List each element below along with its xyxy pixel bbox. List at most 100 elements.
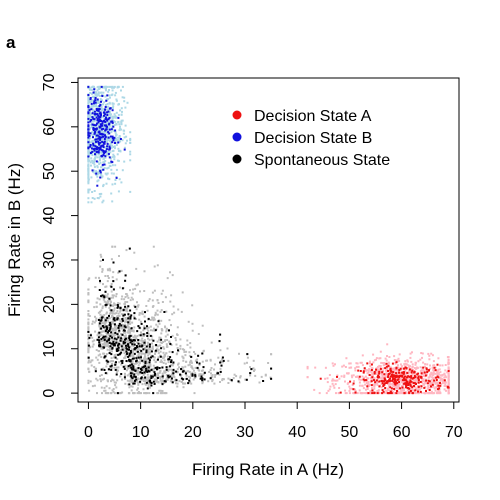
data-point	[94, 370, 97, 373]
data-point-light	[117, 312, 120, 315]
data-point	[378, 372, 381, 375]
data-point-light	[342, 364, 345, 367]
data-point-light	[117, 121, 120, 124]
data-point-light	[378, 364, 381, 367]
data-point-light	[114, 384, 117, 387]
data-point-light	[91, 134, 94, 137]
data-point-light	[133, 392, 136, 395]
data-point-light	[156, 348, 158, 351]
data-point-light	[169, 380, 172, 383]
data-point-light	[336, 379, 339, 382]
data-point-light	[176, 347, 179, 349]
data-point-light	[104, 317, 106, 320]
data-point	[99, 146, 102, 149]
data-point-light	[143, 315, 146, 318]
data-point-light	[101, 152, 104, 155]
data-point-light	[136, 341, 139, 344]
data-point-light	[447, 391, 450, 394]
data-point-light	[137, 361, 140, 364]
data-point	[117, 336, 120, 339]
data-point	[134, 376, 137, 378]
data-point-light	[187, 364, 190, 367]
data-point-light	[401, 381, 404, 384]
data-point	[109, 322, 112, 324]
data-point-light	[98, 171, 101, 174]
data-point	[386, 381, 389, 384]
data-point-light	[115, 371, 118, 374]
data-point	[102, 258, 104, 261]
data-point-light	[106, 361, 108, 364]
data-point-light	[106, 146, 108, 149]
data-point-light	[377, 390, 380, 393]
data-point	[167, 374, 170, 377]
data-point-light	[87, 334, 90, 337]
data-point	[104, 151, 107, 154]
data-point-light	[433, 372, 435, 375]
data-point-light	[87, 173, 90, 176]
data-point-light	[88, 315, 91, 317]
data-point	[150, 350, 153, 353]
data-point-light	[121, 346, 124, 349]
data-point-light	[427, 392, 430, 395]
data-point-light	[148, 382, 151, 385]
data-point-light	[161, 289, 164, 292]
data-point	[146, 332, 149, 334]
data-point-light	[361, 384, 364, 387]
data-point-light	[431, 366, 434, 369]
data-point-light	[108, 178, 111, 181]
data-point-light	[157, 392, 159, 395]
data-point	[89, 132, 92, 135]
data-point	[96, 98, 99, 101]
data-point-light	[136, 369, 139, 372]
data-point-light	[430, 352, 433, 355]
data-point-light	[101, 314, 104, 317]
data-point-light	[142, 380, 145, 382]
data-point-light	[110, 392, 113, 395]
data-point-light	[112, 296, 115, 299]
data-point-light	[134, 356, 137, 359]
data-point	[175, 379, 178, 382]
data-point-light	[96, 358, 99, 361]
data-point-light	[356, 392, 359, 395]
data-point-light	[107, 332, 109, 335]
data-point	[87, 330, 90, 333]
data-point	[87, 121, 90, 124]
data-point-light	[115, 278, 118, 281]
data-point-light	[87, 182, 90, 185]
data-point	[349, 380, 352, 383]
data-point	[397, 378, 400, 381]
data-point	[352, 388, 355, 391]
data-point-light	[391, 389, 393, 392]
data-point	[104, 118, 107, 121]
data-point	[426, 371, 429, 373]
data-point-light	[94, 125, 97, 128]
data-point-light	[120, 123, 123, 126]
data-point	[99, 137, 102, 140]
data-point-light	[158, 336, 161, 339]
data-point-light	[133, 363, 136, 365]
data-point-light	[166, 376, 169, 379]
data-point-light	[120, 313, 123, 316]
data-point-light	[111, 362, 113, 365]
data-point	[129, 360, 132, 363]
data-point-light	[372, 378, 375, 380]
data-point-light	[187, 320, 190, 323]
data-point-light	[164, 326, 167, 329]
data-point	[417, 385, 420, 388]
data-point	[373, 370, 376, 373]
data-point	[371, 392, 374, 395]
data-point-light	[141, 340, 144, 342]
data-point	[374, 381, 377, 384]
data-point-light	[221, 361, 224, 364]
data-point-light	[129, 150, 132, 153]
data-point-light	[179, 344, 182, 347]
data-point-light	[210, 341, 213, 344]
data-point-light	[113, 381, 116, 384]
data-point	[130, 376, 133, 379]
data-point	[112, 125, 115, 128]
data-point-light	[109, 312, 112, 315]
data-point-light	[110, 168, 113, 171]
data-point-light	[160, 359, 163, 362]
data-point	[403, 392, 406, 395]
data-point-light	[126, 101, 129, 104]
